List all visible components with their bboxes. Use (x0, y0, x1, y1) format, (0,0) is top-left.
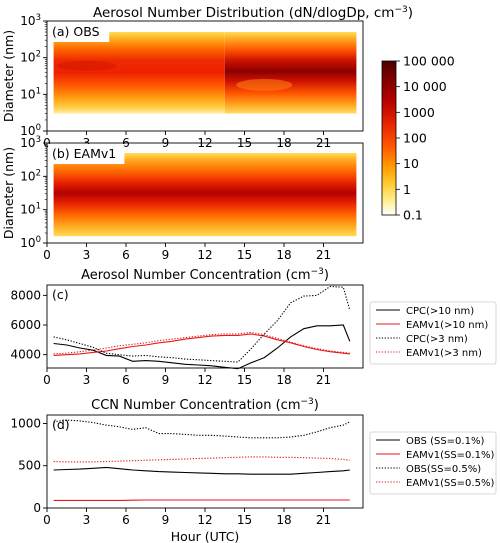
panel-label-bg (48, 144, 125, 164)
x-tick-label: 18 (276, 248, 291, 262)
y-tick-label: 8000 (10, 288, 41, 302)
y-tick-label: 0 (33, 501, 41, 515)
x-tick-label: 0 (43, 513, 51, 527)
legend-entry: CPC(>10 nm) (406, 306, 474, 317)
series-line-0 (53, 324, 351, 370)
panel-b-eamv1-heatmap: 100 101 102 103 0 3 6 9 12 15 18 21 (b) EAMv1 Diamete… (1, 135, 364, 262)
panel-d-ccn-concentration: CCN Number Concentration (cm−3) 0 500 1000 0… (10, 397, 497, 543)
x-tick-label: 0 (43, 373, 51, 387)
colorbar-tick-label: 0.1 (403, 208, 423, 223)
y-tick-label: 101 (20, 202, 41, 217)
colorbar: 100 000 10 000 1000 100 10 1 0.1 (381, 54, 455, 223)
y-tick-label: 100 (20, 123, 41, 138)
panel-title: Aerosol Number Concentration (cm−3) (81, 267, 329, 283)
x-tick-label: 3 (83, 373, 91, 387)
series-line-1 (53, 333, 350, 356)
x-tick-label: 0 (43, 248, 51, 262)
legend-entry: EAMv1(>10 nm) (406, 320, 488, 331)
y-tick-label: 6000 (10, 318, 41, 332)
legend-frame (369, 301, 497, 365)
y-axis-label: Diameter (nm) (1, 30, 16, 122)
panel-label: (b) EAMv1 (52, 146, 116, 161)
y-tick-label: 102 (20, 50, 41, 65)
x-tick-label: 12 (197, 513, 212, 527)
heatmap-field-afternoon (224, 32, 357, 114)
y-tick-label: 103 (20, 13, 41, 28)
legend: OBS (SS=0.1%) EAMv1(SS=0.1%) OBS(SS=0.5%) E… (369, 431, 497, 495)
axes-frame (46, 414, 364, 509)
x-tick-label: 21 (316, 513, 331, 527)
heatmap-field (53, 153, 357, 237)
x-tick-label: 15 (237, 248, 252, 262)
series-line-0 (53, 466, 350, 475)
legend-entry: EAMv1(>3 nm) (406, 348, 482, 359)
x-tick-label: 9 (162, 513, 170, 527)
series-line-2 (53, 285, 351, 363)
panel-label-bg (48, 22, 110, 42)
y-tick-label: 103 (20, 135, 41, 150)
y-tick-label: 1000 (10, 416, 41, 430)
heatmap-patch (236, 78, 293, 91)
x-tick-label: 18 (276, 373, 291, 387)
legend-entry: EAMv1(SS=0.1%) (406, 450, 494, 461)
x-tick-label: 15 (237, 373, 252, 387)
legend-entry: CPC(>3 nm) (406, 334, 468, 345)
panel-label: (c) (52, 287, 69, 302)
colorbar-tick-label: 10 000 (403, 79, 447, 94)
colorbar-tick-label: 10 (403, 156, 419, 171)
x-tick-label: 6 (122, 248, 130, 262)
panel-c-aerosol-concentration: Aerosol Number Concentration (cm−3) 4000 6… (10, 267, 497, 387)
series-line-3 (53, 456, 350, 463)
legend-entry: OBS (SS=0.1%) (406, 436, 484, 447)
legend-entry: EAMv1(SS=0.5%) (406, 478, 494, 489)
colorbar-tick-label: 1000 (403, 105, 435, 120)
y-tick-label: 102 (20, 168, 41, 183)
x-tick-label: 21 (316, 373, 331, 387)
y-tick-label: 4000 (10, 348, 41, 362)
y-tick-label: 100 (20, 235, 41, 250)
heatmap-field-morning (53, 32, 225, 114)
legend: CPC(>10 nm) EAMv1(>10 nm) CPC(>3 nm) EAMv1(… (369, 301, 497, 365)
x-tick-label: 9 (162, 373, 170, 387)
legend-frame (369, 431, 497, 495)
x-tick-label: 12 (197, 373, 212, 387)
x-tick-label: 21 (316, 248, 331, 262)
legend-entry: OBS(SS=0.5%) (406, 464, 481, 475)
x-tick-label: 3 (83, 513, 91, 527)
panel-label: (d) (52, 417, 70, 432)
axes-frame (46, 284, 364, 369)
panel-label: (a) OBS (52, 24, 100, 39)
y-tick-label: 101 (20, 86, 41, 101)
figure-title: Aerosol Number Distribution (dN/dlogDp, … (93, 5, 413, 21)
y-tick-label: 500 (18, 459, 41, 473)
x-tick-label: 15 (237, 513, 252, 527)
x-tick-label: 18 (276, 513, 291, 527)
colorbar-tick-label: 100 (403, 131, 427, 146)
series-line-3 (53, 331, 350, 355)
x-tick-label: 3 (83, 248, 91, 262)
heatmap-patch (56, 60, 117, 71)
panel-title: CCN Number Concentration (cm−3) (91, 397, 319, 413)
colorbar-tick-label: 1 (403, 182, 411, 197)
x-tick-label: 6 (122, 373, 130, 387)
x-axis-label: Hour (UTC) (171, 529, 240, 543)
y-axis-label: Diameter (nm) (1, 147, 16, 239)
x-tick-label: 9 (162, 248, 170, 262)
x-tick-label: 6 (122, 513, 130, 527)
x-tick-label: 12 (197, 248, 212, 262)
colorbar-tick-label: 100 000 (403, 54, 455, 69)
colorbar-ramp (381, 60, 397, 216)
